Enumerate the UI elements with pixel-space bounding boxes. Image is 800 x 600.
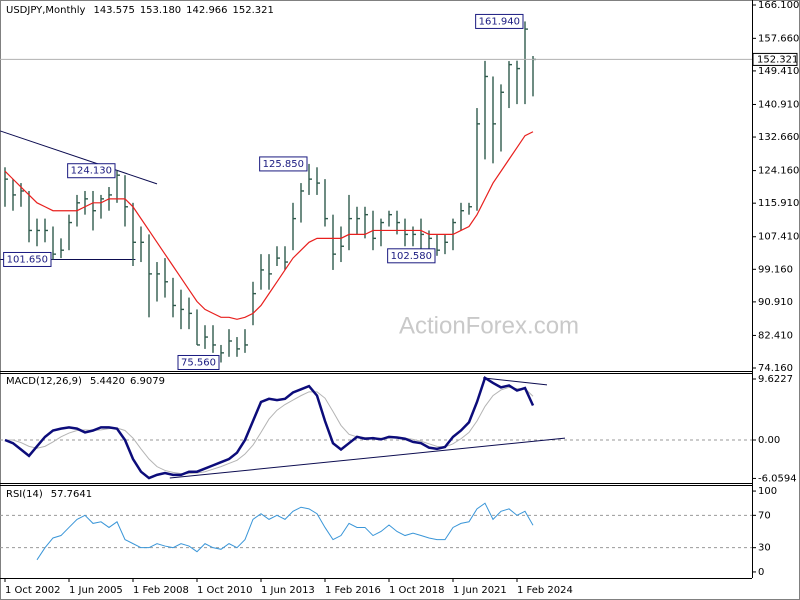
readout-value: 5.4420 <box>90 376 125 387</box>
y-tick-label: 0 <box>758 567 764 578</box>
annotation-box <box>67 163 116 179</box>
trendline <box>169 437 566 479</box>
macd-line <box>4 375 535 480</box>
current-price-label: 152.321 <box>757 54 798 65</box>
watermark: ActionForex.com <box>399 312 579 339</box>
x-tick-label: 1 Feb 2008 <box>133 585 189 596</box>
moving-average <box>4 131 534 320</box>
y-tick-label: 149.410 <box>758 66 799 77</box>
readout-value: 57.7641 <box>51 489 92 500</box>
annotation-box <box>387 248 436 264</box>
annotation-label: 125.850 <box>263 159 304 170</box>
annotation-label: 124.130 <box>71 166 112 177</box>
x-tick-label: 1 Jun 2021 <box>453 585 507 596</box>
trendline <box>0 130 158 185</box>
y-tick-label: 99.160 <box>758 264 793 275</box>
x-tick-label: 1 Feb 2016 <box>325 585 381 596</box>
panel-title: USDJPY,Monthly <box>6 5 86 16</box>
y-tick-label: 115.910 <box>758 198 799 209</box>
y-tick-label: -6.0594 <box>758 473 797 484</box>
x-tick-label: 1 Jun 2013 <box>261 585 315 596</box>
y-tick-label: 124.160 <box>758 166 799 177</box>
annotation-box <box>177 354 220 370</box>
y-tick-label: 30 <box>758 543 771 554</box>
y-tick-label: 0.00 <box>758 435 780 446</box>
annotation-label: 101.650 <box>7 254 48 265</box>
readout-value: 6.9079 <box>130 376 165 387</box>
annotation-box <box>3 251 52 267</box>
panel-title: RSI(14) <box>6 489 43 500</box>
trendline <box>482 377 548 386</box>
readout-value: 142.966 <box>186 5 227 16</box>
annotation-label: 102.580 <box>391 251 432 262</box>
readout-value: 143.575 <box>93 5 134 16</box>
y-tick-label: 132.660 <box>758 132 799 143</box>
y-tick-label: 9.6227 <box>758 374 793 385</box>
annotation-label: 161.940 <box>479 16 520 27</box>
y-tick-label: 166.100 <box>758 0 799 11</box>
y-tick-label: 74.160 <box>758 363 793 374</box>
annotation-box <box>259 156 308 172</box>
x-tick-label: 1 Oct 2002 <box>5 585 60 596</box>
y-tick-label: 107.410 <box>758 232 799 243</box>
y-tick-label: 157.660 <box>758 33 799 44</box>
x-tick-label: 1 Oct 2010 <box>197 585 252 596</box>
y-tick-label: 140.910 <box>758 99 799 110</box>
annotation-box <box>475 13 524 29</box>
readout-value: 152.321 <box>233 5 274 16</box>
x-tick-label: 1 Oct 2018 <box>389 585 444 596</box>
x-tick-label: 1 Jun 2005 <box>69 585 123 596</box>
current-price-box <box>752 52 798 66</box>
annotation-label: 75.560 <box>181 357 216 368</box>
panel-title: MACD(12,26,9) <box>6 376 82 387</box>
y-tick-label: 100 <box>758 486 777 497</box>
readout-value: 153.180 <box>140 5 181 16</box>
x-tick-label: 1 Feb 2024 <box>517 585 573 596</box>
y-tick-label: 82.410 <box>758 330 793 341</box>
y-tick-label: 70 <box>758 510 771 521</box>
rsi-line <box>36 502 534 561</box>
y-tick-label: 90.910 <box>758 297 793 308</box>
